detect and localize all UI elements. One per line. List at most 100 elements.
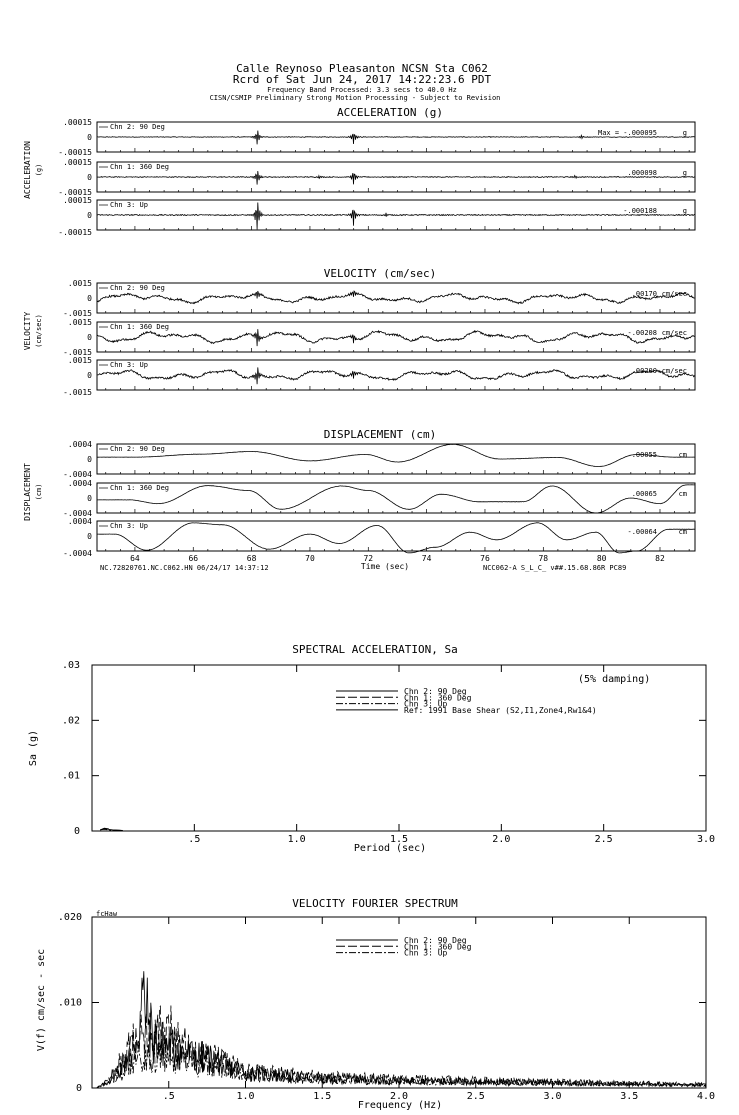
ts-ytick-bottom: -.00015 <box>58 148 92 157</box>
time-series-layer: .00015 0 -.00015 Chn 2: 90 Deg Max = -.00009… <box>58 118 696 558</box>
ts-peak-value: -.00208 <box>627 329 657 337</box>
ts-panel-0-2: .00015 0 -.00015 Chn 3: Up -.000188 g <box>58 196 696 237</box>
time-tick-label: 72 <box>363 554 373 563</box>
ts-channel-label: Chn 1: 360 Deg <box>110 323 169 331</box>
velocity-ylabel: VELOCITY <box>23 312 32 351</box>
ts-peak-unit: g <box>683 169 687 177</box>
ts-channel-label: Chn 1: 360 Deg <box>110 163 169 171</box>
spectrum-line-2 <box>100 828 123 831</box>
legend-entry: Chn 3: Up <box>404 949 448 958</box>
ts-panel-frame <box>96 482 696 514</box>
x-tick-label: 1.5 <box>390 834 408 845</box>
vfs-plot-frame <box>91 916 707 1089</box>
ts-ytick-bottom: -.00015 <box>58 188 92 197</box>
ts-panel-1-0: .0015 0 -.0015 Chn 2: 90 Deg .00170 cm/sec <box>63 279 696 318</box>
ts-peak-unit: g <box>683 129 687 137</box>
time-tick-label: 80 <box>597 554 607 563</box>
x-tick-label: .5 <box>188 834 200 845</box>
ts-waveform <box>96 329 696 347</box>
sa-xlabel: Period (sec) <box>354 843 426 854</box>
x-tick-label: 1.0 <box>288 834 306 845</box>
x-tick-label: 3.5 <box>620 1091 638 1102</box>
ts-peak-value: Max = -.000095 <box>598 129 657 137</box>
ts-ytick-zero: 0 <box>87 532 92 541</box>
ts-panel-2-2: .0004 0 -.0004 Chn 3: Up -.00064 cm <box>63 517 696 558</box>
ts-ytick-bottom: -.0015 <box>63 388 92 397</box>
y-tick-label: .02 <box>62 715 80 726</box>
time-tick-label: 70 <box>305 554 315 563</box>
header-line-2: Rcrd of Sat Jun 24, 2017 14:22:23.6 PDT <box>233 73 492 86</box>
x-tick-label: 1.5 <box>313 1091 331 1102</box>
ts-peak-unit: cm/sec <box>662 290 687 298</box>
ts-channel-label: Chn 3: Up <box>110 201 148 209</box>
sa-title: SPECTRAL ACCELERATION, Sa <box>292 643 458 656</box>
sa-layer: .5 1.0 1.5 2.0 2.5 3.0 0 .01 .02 .03 Chn 2: 90 Deg… <box>62 660 715 845</box>
x-tick-label: 2.5 <box>595 834 613 845</box>
ts-ytick-bottom: -.0015 <box>63 348 92 357</box>
ts-ytick-bottom: -.0004 <box>63 549 92 558</box>
ts-ytick-top: .00015 <box>63 196 92 205</box>
sa-annotation: (5% damping) <box>578 674 650 685</box>
ts-ytick-top: .00015 <box>63 118 92 127</box>
ts-channel-label: Chn 2: 90 Deg <box>110 123 165 131</box>
ts-peak-value: .00065 <box>632 490 657 498</box>
vfs-xlabel: Frequency (Hz) <box>358 1100 442 1111</box>
vfs-title: VELOCITY FOURIER SPECTRUM <box>292 897 458 910</box>
ts-panel-frame <box>96 321 696 353</box>
x-tick-label: 2.5 <box>467 1091 485 1102</box>
ts-ytick-bottom: -.0004 <box>63 470 92 479</box>
footer-left: NC.72820761.NC.C062.HN 06/24/17 14:37:12 <box>100 564 269 572</box>
ts-ytick-bottom: -.00015 <box>58 228 92 237</box>
velocity-title: VELOCITY (cm/sec) <box>324 267 437 280</box>
legend-entry: Chn 2: 90 Deg <box>404 687 467 696</box>
ts-panel-0-1: .00015 0 -.00015 Chn 1: 360 Deg .000098 g <box>58 158 696 197</box>
ts-waveform <box>96 170 696 185</box>
ts-panel-1-1: .0015 0 -.0015 Chn 1: 360 Deg -.00208 cm/sec <box>63 318 696 357</box>
legend-entry: Chn 2: 90 Deg <box>404 936 467 945</box>
x-tick-label: .5 <box>163 1091 175 1102</box>
ts-peak-unit: cm/sec <box>662 329 687 337</box>
ts-ytick-zero: 0 <box>87 455 92 464</box>
y-tick-label: .03 <box>62 660 80 671</box>
ts-ytick-bottom: -.0004 <box>63 509 92 518</box>
y-tick-label: .020 <box>58 912 82 923</box>
time-tick-label: 78 <box>538 554 548 563</box>
time-tick-label: 66 <box>188 554 198 563</box>
time-axis-label: Time (sec) <box>361 562 409 571</box>
header-line-1: Calle Reynoso Pleasanton NCSN Sta C062 <box>236 62 488 75</box>
sa-plot-frame <box>91 664 707 832</box>
ts-ytick-zero: 0 <box>87 333 92 342</box>
displacement-title: DISPLACEMENT (cm) <box>324 428 437 441</box>
legend-entry: Chn 3: Up <box>404 700 448 709</box>
ts-ytick-zero: 0 <box>87 173 92 182</box>
x-tick-label: 2.0 <box>390 1091 408 1102</box>
ts-peak-value: .000098 <box>627 169 657 177</box>
ts-peak-unit: g <box>683 207 687 215</box>
ts-channel-label: Chn 2: 90 Deg <box>110 445 165 453</box>
acceleration-ylabel: ACCELERATION <box>23 141 32 199</box>
ts-ytick-top: .0004 <box>68 479 92 488</box>
ts-peak-value: -.00064 <box>627 528 657 536</box>
ts-peak-value: -.000188 <box>623 207 657 215</box>
ts-panel-frame <box>96 520 696 552</box>
acceleration-unit: (g) <box>35 164 43 177</box>
ts-peak-unit: cm <box>679 528 687 536</box>
ts-panel-0-0: .00015 0 -.00015 Chn 2: 90 Deg Max = -.00009… <box>58 118 696 157</box>
ts-ytick-top: .0004 <box>68 517 92 526</box>
vfs-layer: .5 1.0 1.5 2.0 2.5 3.0 3.5 4.0 0 .010 .020 Chn 2: 9… <box>58 912 715 1102</box>
ts-ytick-zero: 0 <box>87 133 92 142</box>
vfs-ylabel: V(f) cm/sec - sec <box>36 949 47 1051</box>
spectrum-line-2 <box>92 1036 707 1089</box>
spectrum-line-1 <box>92 1005 707 1089</box>
header-line-4: CISN/CSMIP Preliminary Strong Motion Pro… <box>210 94 501 102</box>
ts-peak-unit: cm <box>679 490 687 498</box>
y-tick-label: .01 <box>62 771 80 782</box>
ts-ytick-top: .00015 <box>63 158 92 167</box>
spectrum-line-0 <box>92 971 707 1089</box>
time-axis-ticks: 64 66 68 70 72 74 76 78 80 82 <box>130 554 665 563</box>
header-line-3: Frequency Band Processed: 3.3 secs to 40… <box>267 86 457 94</box>
x-tick-label: 4.0 <box>697 1091 715 1102</box>
ts-channel-label: Chn 2: 90 Deg <box>110 284 165 292</box>
